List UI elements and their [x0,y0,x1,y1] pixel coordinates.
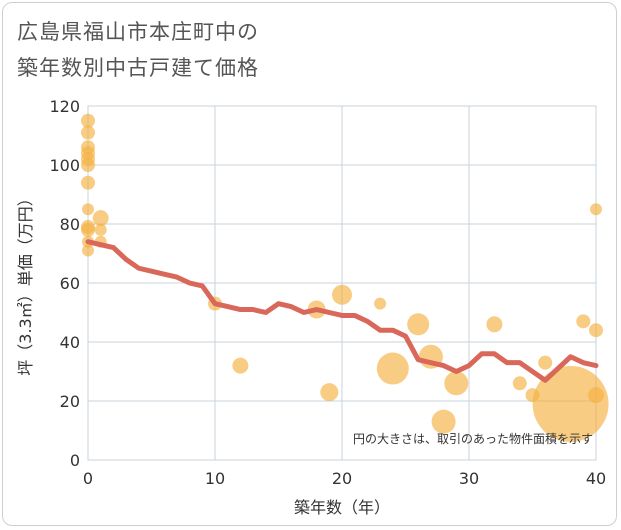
bubble-point [374,297,387,310]
bubble-point [407,313,430,336]
chart-title-line-2: 築年数別中古戸建て価格 [17,56,259,80]
grid-lines [87,105,597,461]
bubble-point [332,284,352,305]
y-tick-label: 40 [60,333,80,352]
bubble-point [92,210,109,227]
x-axis-label: 築年数（年） [294,498,390,517]
x-axis-ticks: 0 10 20 30 40 [83,469,606,488]
bubble-point [588,387,604,404]
bubble-point [81,113,95,128]
bubble-point [532,365,609,442]
bubble-point [576,314,591,329]
bubble-point [431,409,456,434]
x-tick-label: 40 [586,469,606,488]
bubble-point [320,383,339,402]
y-tick-label: 20 [60,392,80,411]
y-tick-label: 80 [60,215,80,234]
bubble-point [82,203,94,216]
bubble-series [81,113,609,442]
y-tick-label: 120 [49,97,80,116]
chart-title: 広島県福山市本庄町中の 築年数別中古戸建て価格 [17,14,517,86]
bubble-point [486,316,503,333]
bubble-point [589,323,603,338]
x-tick-label: 30 [459,469,479,488]
bubble-point [232,357,249,374]
bubble-point [444,371,469,396]
bubble-point [82,244,94,257]
bubble-point [81,175,95,190]
bubble-point [94,223,107,236]
bubble-point [81,222,95,237]
y-tick-label: 0 [70,451,80,470]
bubble-point [81,125,95,140]
average-line-series [85,239,599,383]
size-legend-note: 円の大きさは、取引のあった物件面積を示す [353,431,593,446]
y-tick-label: 100 [49,156,80,175]
y-axis-ticks: 0 20 40 60 80 100 120 [49,97,80,470]
average-line [85,239,599,383]
x-tick-label: 10 [205,469,225,488]
bubble-point [376,352,409,385]
bubble-point [512,376,527,391]
x-tick-label: 0 [83,469,93,488]
bubble-point [81,158,95,172]
y-axis-label: 坪（3.3㎡）単価（万円） [16,190,35,375]
x-tick-label: 20 [332,469,352,488]
chart-title-line-1: 広島県福山市本庄町中の [17,20,259,44]
chart-card [2,2,617,526]
y-tick-label: 60 [60,274,80,293]
bubble-point [538,355,553,370]
bubble-point [590,203,602,216]
